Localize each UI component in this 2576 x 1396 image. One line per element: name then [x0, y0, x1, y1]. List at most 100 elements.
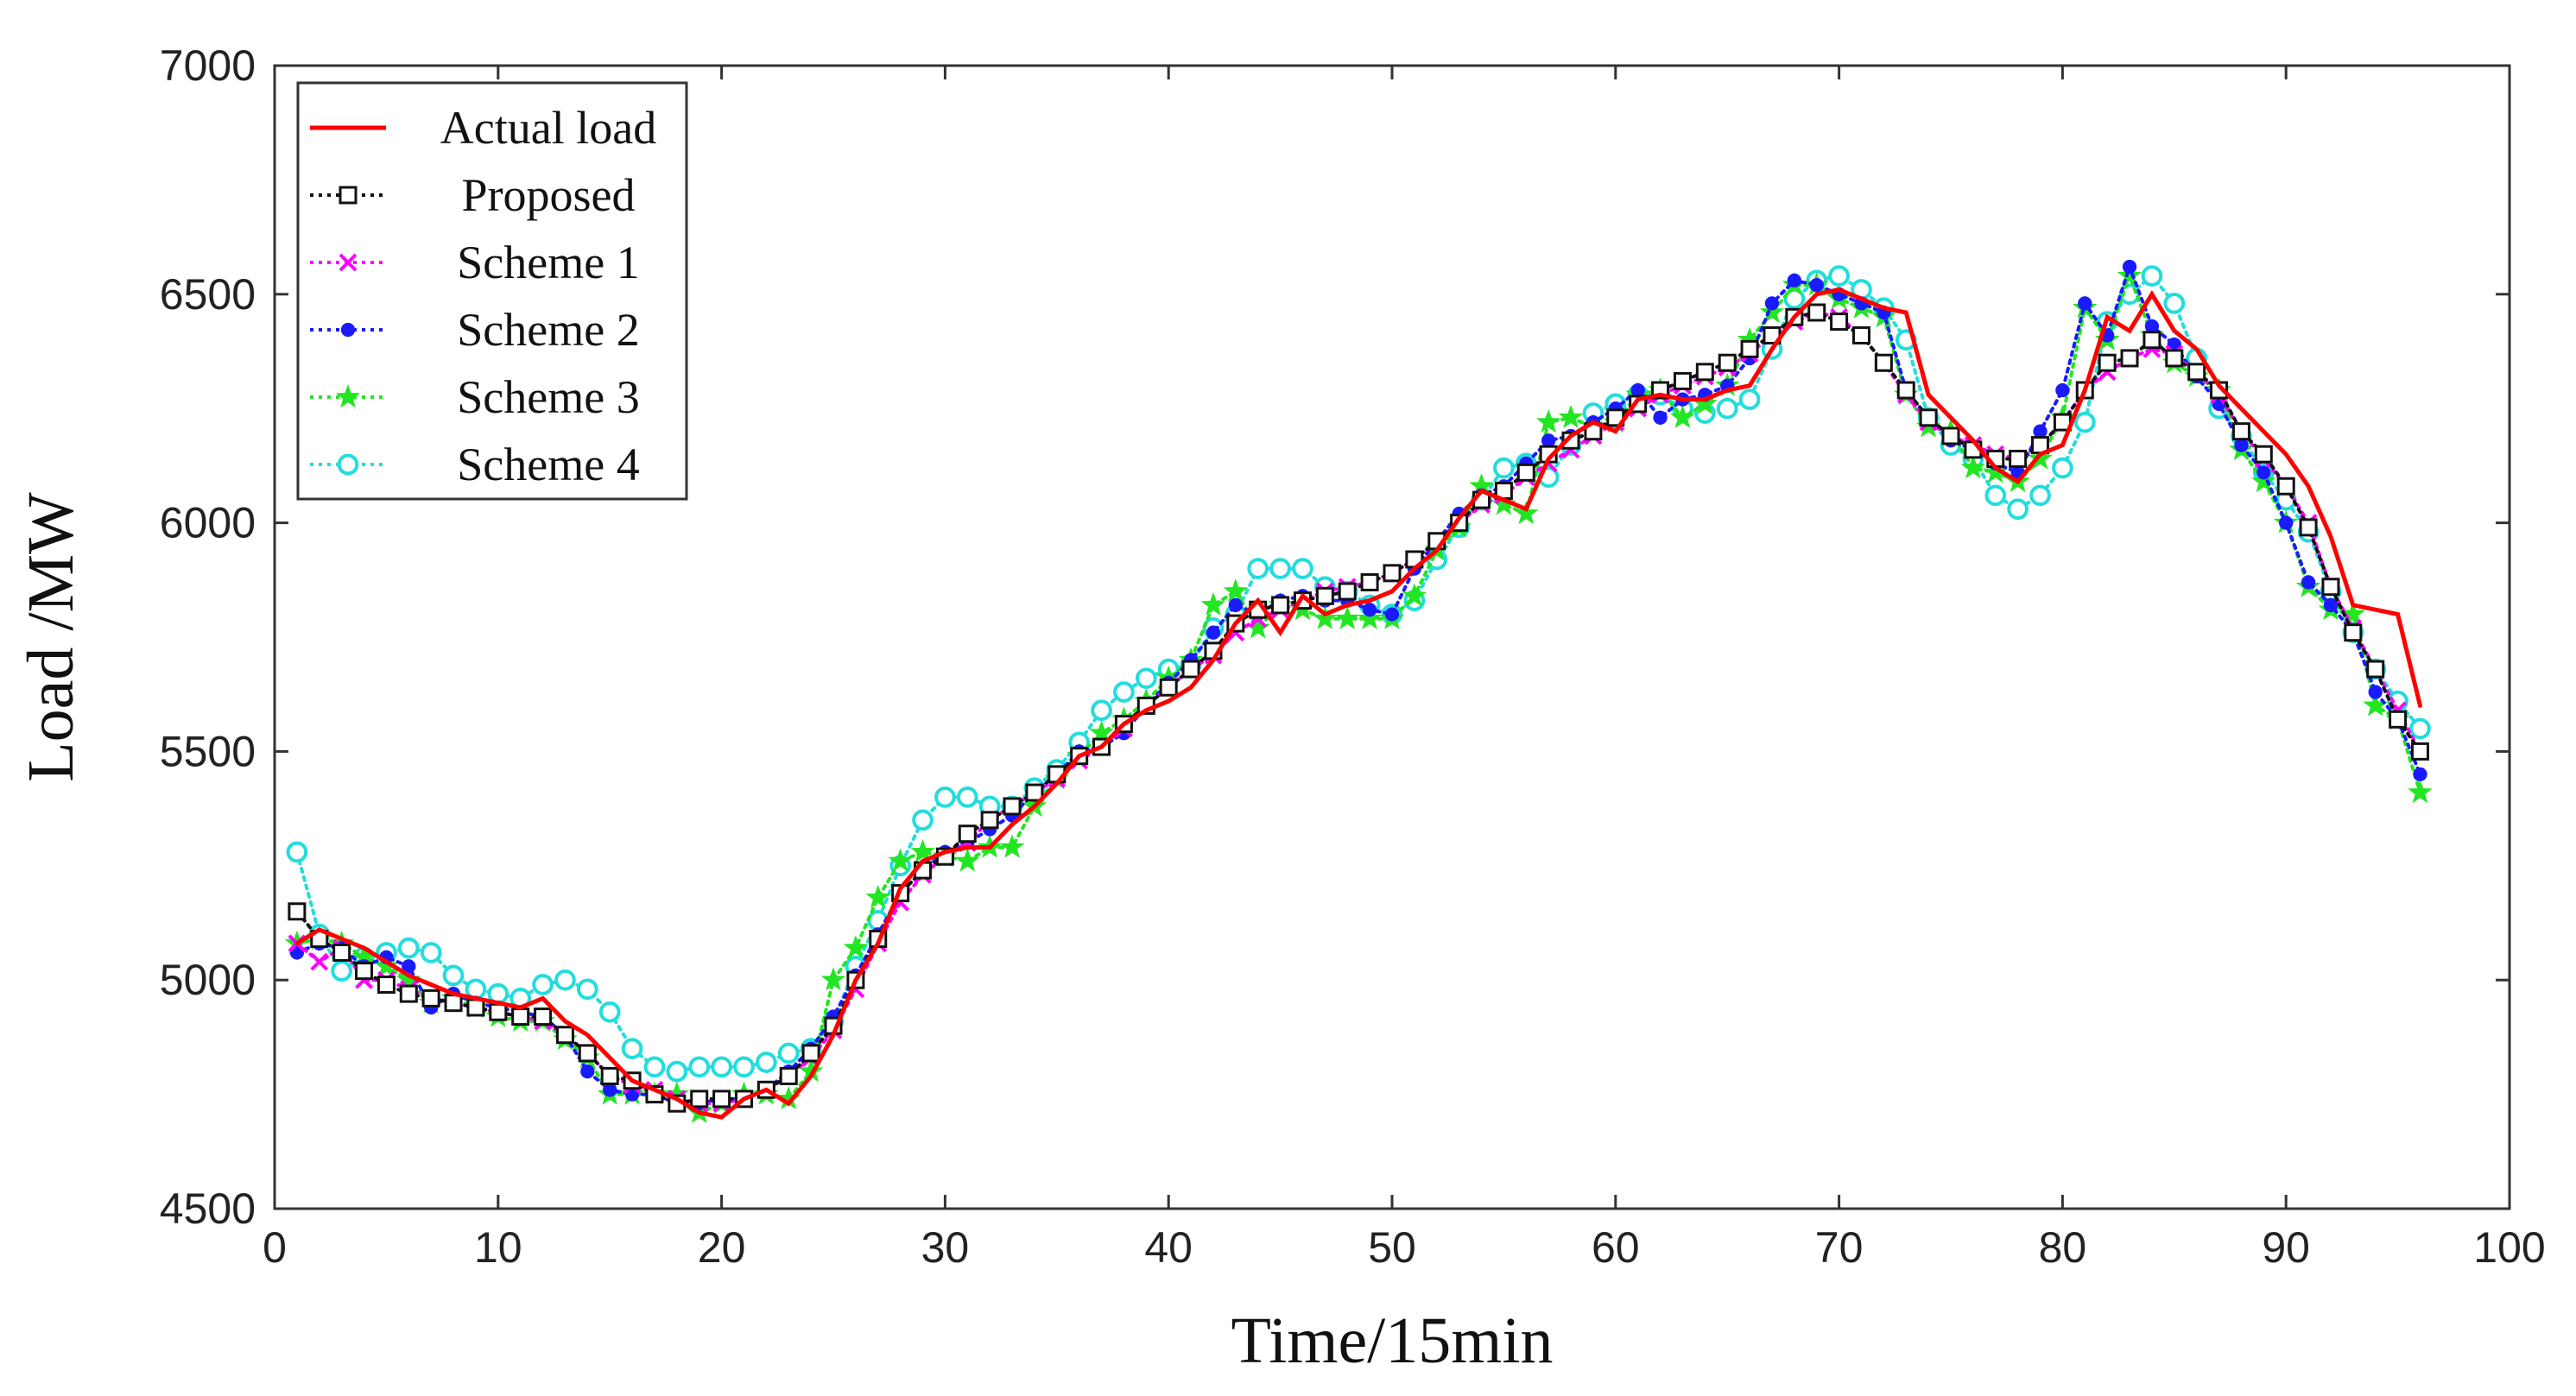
data-point [1181, 660, 1200, 679]
data-point [865, 884, 890, 908]
y-tick-label: 4500 [160, 1184, 256, 1233]
data-point [1516, 463, 1535, 482]
data-point [2052, 457, 2073, 479]
data-point [2321, 578, 2340, 597]
data-point [1787, 273, 1801, 288]
data-point [2410, 742, 2429, 761]
data-point [355, 962, 374, 981]
data-point [1851, 325, 1870, 344]
axis-ticks: 0 10 20 30 40 50 60 70 80 90 100 4500 5000 5500 6000 65… [160, 41, 2546, 1272]
data-point [1200, 591, 1226, 616]
data-point [1759, 300, 1785, 324]
legend-marker [340, 322, 356, 338]
data-point [912, 809, 934, 831]
data-point [2033, 424, 2048, 439]
data-point [712, 1090, 731, 1109]
data-point [1695, 363, 1714, 382]
legend-item: Scheme 1 [310, 237, 640, 288]
data-point [1535, 409, 1561, 433]
data-point [331, 960, 352, 982]
x-tick-label: 10 [474, 1223, 522, 1272]
data-point [399, 984, 418, 1003]
data-point [397, 937, 420, 959]
data-point [934, 786, 956, 808]
data-point [2163, 293, 2186, 314]
data-point [1941, 426, 1960, 445]
data-point [2366, 660, 2385, 679]
data-point [2344, 623, 2363, 642]
data-point [910, 838, 935, 862]
data-point [1223, 578, 1249, 603]
data-point [1493, 457, 1515, 479]
data-point [2055, 382, 2070, 398]
data-point [1919, 408, 1938, 427]
x-tick-label: 30 [921, 1223, 970, 1272]
data-point [1718, 353, 1737, 372]
data-point [374, 953, 399, 977]
data-point [1313, 605, 1338, 629]
data-point [2144, 319, 2160, 334]
series-proposed [288, 303, 2429, 1113]
data-point [2117, 262, 2142, 287]
data-point [421, 989, 440, 1008]
data-point [956, 786, 978, 808]
legend-marker [339, 186, 358, 205]
x-tick-label: 100 [2473, 1223, 2545, 1272]
data-point [1292, 558, 1313, 579]
x-tick-label: 90 [2262, 1223, 2310, 1272]
data-point [1315, 586, 1334, 605]
data-point [2009, 449, 2028, 468]
data-point [1513, 501, 1539, 525]
data-point [2029, 484, 2051, 507]
data-point [466, 998, 485, 1017]
data-point [2301, 575, 2316, 590]
data-point [2078, 296, 2092, 311]
legend-item: Scheme 4 [310, 439, 640, 490]
data-point [1271, 596, 1290, 615]
data-point [1738, 388, 1761, 410]
data-point [580, 1064, 595, 1079]
data-point [555, 1026, 574, 1045]
data-point [1809, 278, 1824, 293]
data-point [1491, 491, 1516, 515]
data-point [1960, 455, 1986, 479]
data-point [576, 978, 598, 1001]
legend-marker [337, 453, 359, 476]
data-point [1541, 433, 1556, 448]
data-point [843, 935, 869, 959]
data-point [1807, 303, 1826, 322]
data-point [1561, 431, 1580, 450]
data-point [534, 1008, 553, 1026]
legend-label: Scheme 1 [457, 237, 639, 288]
legend-marker [335, 384, 361, 408]
data-point [2141, 265, 2163, 287]
y-axis-title: Load /MW [15, 492, 87, 782]
data-point [377, 975, 396, 994]
series-actual-load [294, 287, 2422, 1120]
data-point [1360, 572, 1379, 591]
data-point [980, 811, 999, 830]
data-point [2251, 468, 2276, 493]
series-line [294, 287, 2422, 1120]
legend: Actual load Proposed Scheme 1 Scheme 2 Schem… [296, 81, 688, 501]
data-point [1135, 667, 1157, 690]
data-point [1269, 558, 1291, 579]
data-point [420, 942, 442, 963]
legend-label: Scheme 2 [457, 304, 639, 356]
data-point [1159, 678, 1178, 697]
data-point [1670, 404, 1695, 428]
series-layer [284, 259, 2433, 1123]
data-point [666, 1060, 688, 1083]
data-point [2028, 445, 2053, 470]
data-point [1383, 564, 1402, 583]
data-point [2409, 717, 2431, 740]
data-point [288, 902, 307, 921]
x-tick-label: 70 [1815, 1223, 1864, 1272]
data-point [1653, 410, 1668, 425]
data-point [2368, 685, 2383, 699]
x-tick-label: 80 [2039, 1223, 2087, 1272]
data-point [442, 964, 465, 987]
data-point [1025, 783, 1044, 802]
data-point [1247, 558, 1269, 579]
